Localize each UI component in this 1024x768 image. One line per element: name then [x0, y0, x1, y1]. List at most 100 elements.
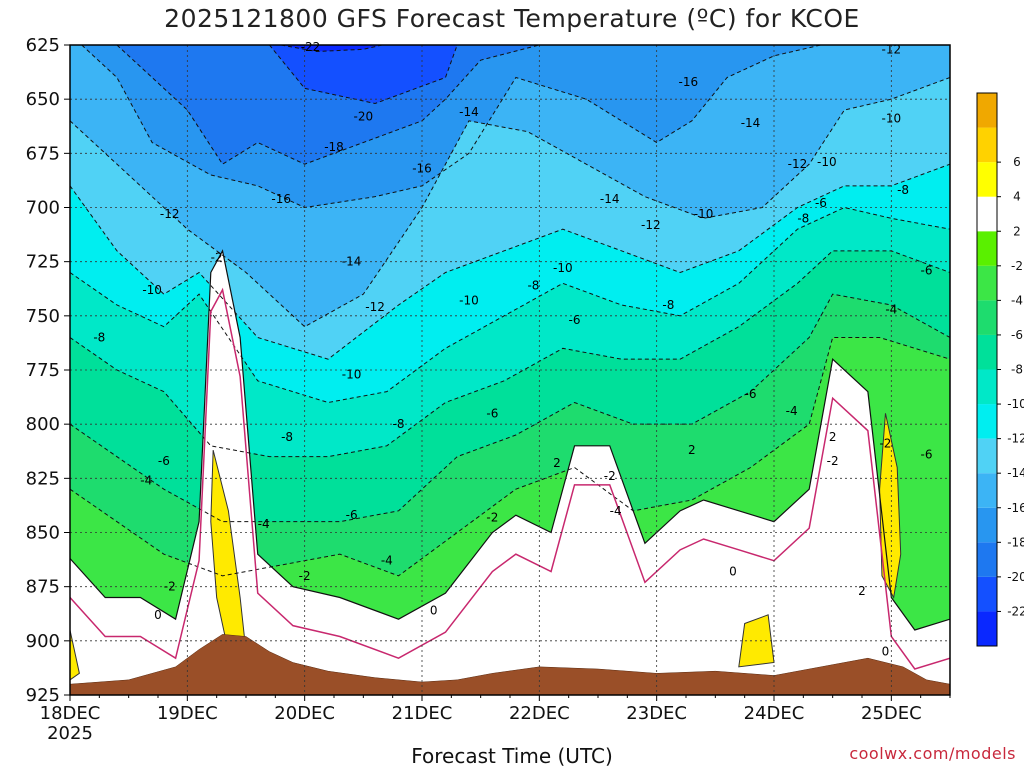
- contour-label: -4: [610, 504, 622, 518]
- contour-label: -8: [93, 331, 105, 345]
- colorbar-swatch: [977, 473, 997, 508]
- x-tick-label: 18DEC: [40, 703, 101, 724]
- contour-label: -8: [897, 183, 909, 197]
- contour-label: -6: [158, 454, 170, 468]
- x-axis: 18DEC 19DEC 20DEC 21DEC 22DEC 23DEC 24DEC 25DEC…: [40, 695, 951, 744]
- contour-label: -4: [140, 474, 152, 488]
- contour-label: -12: [365, 300, 385, 314]
- contour-label: -12: [160, 207, 180, 221]
- isotherm-line--22: [281, 45, 385, 53]
- colorbar-swatch: [977, 231, 997, 266]
- colorbar-swatch: [977, 507, 997, 543]
- above-freezing-region: [70, 250, 950, 695]
- colorbar-swatch: [977, 542, 997, 577]
- y-tick-label: 675: [26, 143, 60, 164]
- y-tick-label: 725: [26, 252, 60, 273]
- x-tick-label: 25DEC: [861, 703, 922, 724]
- x-axis-label: Forecast Time (UTC): [411, 744, 613, 768]
- colorbar-label: -8: [1011, 363, 1023, 377]
- y-tick-label: 750: [26, 306, 60, 327]
- contour-label: -4: [786, 404, 798, 418]
- contour-label: -14: [459, 105, 479, 119]
- colorbar-swatch: [977, 404, 997, 439]
- gridlines: [70, 45, 950, 695]
- warm-pocket-1: [879, 413, 902, 600]
- y-tick-label: 875: [26, 577, 60, 598]
- contour-label: -8: [662, 298, 674, 312]
- contour-label: -12: [641, 218, 661, 232]
- contour-label: -4: [381, 554, 393, 568]
- contour-labels-layer: -22-20-18-16-16-16-14-14-14-14-12-12-12-…: [93, 40, 932, 659]
- contour-label: -8: [393, 417, 405, 431]
- x-tick-label: 22DEC: [509, 703, 570, 724]
- colorbar-swatch: [977, 576, 997, 612]
- colorbar-swatch: [977, 196, 997, 232]
- contour-label: -8: [797, 211, 809, 225]
- credit-link[interactable]: coolwx.com/models: [849, 744, 1016, 763]
- colorbar-swatch: [977, 127, 997, 163]
- contour-label: -10: [459, 294, 479, 308]
- x-tick-label: 21DEC: [392, 703, 453, 724]
- colorbar-label: -2: [1011, 259, 1023, 273]
- contour-label: -6: [745, 387, 757, 401]
- contour-label: -16: [412, 162, 432, 176]
- contour-label: -10: [882, 112, 902, 126]
- warm-pocket-3: [70, 629, 80, 681]
- isotherm-line--12: [70, 163, 950, 360]
- contour-label: -2: [486, 510, 498, 524]
- colorbar-label: -18: [1007, 535, 1024, 549]
- contour-label: -6: [921, 263, 933, 277]
- colorbar-label: 4: [1013, 190, 1021, 204]
- contour-label: -2: [879, 437, 891, 451]
- contour-label: -2: [211, 250, 223, 264]
- y-tick-label: 925: [26, 685, 60, 706]
- contour-label: 2: [553, 456, 561, 470]
- contour-label: -16: [679, 75, 699, 89]
- contour-label: -10: [553, 261, 573, 275]
- isotherm-line--4: [70, 337, 950, 577]
- contour-label: 2: [858, 584, 866, 598]
- y-tick-label: 650: [26, 89, 60, 110]
- terrain-surface: [70, 634, 950, 695]
- colorbar-swatch: [977, 611, 997, 646]
- isotherm-line--8: [70, 250, 950, 458]
- contour-label: -4: [258, 517, 270, 531]
- contour-label: -6: [346, 508, 358, 522]
- isotherm-line--6: [70, 293, 950, 523]
- colorbar-label: 6: [1013, 155, 1021, 169]
- x-tick-label: 19DEC: [157, 703, 218, 724]
- isotherm-line--14: [70, 77, 950, 328]
- contour-label: -10: [694, 207, 714, 221]
- contour-label: -12: [788, 157, 808, 171]
- x-tick-label: 23DEC: [626, 703, 687, 724]
- contour-label: -6: [569, 313, 581, 327]
- terrain-layer: [70, 634, 950, 695]
- colorbar-swatch: [977, 93, 997, 128]
- colorbar-swatch: [977, 334, 997, 370]
- colorbar-label: -14: [1007, 466, 1024, 480]
- colorbar-swatch: [977, 369, 997, 405]
- y-tick-label: 775: [26, 360, 60, 381]
- contour-label: -6: [486, 406, 498, 420]
- contour-label: 0: [882, 645, 890, 659]
- contour-label: -8: [527, 279, 539, 293]
- colorbar-label: -6: [1011, 328, 1023, 342]
- zero-degree-line: [70, 287, 950, 670]
- y-tick-label: 825: [26, 468, 60, 489]
- contour-label: -2: [164, 580, 176, 594]
- freezing-line: [70, 249, 950, 631]
- contour-label: -14: [600, 192, 620, 206]
- contour-label: 2: [829, 430, 837, 444]
- temperature-fill-layer: [70, 45, 950, 695]
- y-tick-label: 700: [26, 198, 60, 219]
- colorbar-label: -16: [1007, 501, 1024, 515]
- contour-label: -6: [921, 448, 933, 462]
- y-tick-label: 800: [26, 414, 60, 435]
- contour-label: -18: [324, 140, 344, 154]
- colorbar-swatch: [977, 300, 997, 335]
- contour-label: -4: [885, 302, 897, 316]
- colorbar-swatch: [977, 162, 997, 197]
- contour-label: -14: [741, 116, 761, 130]
